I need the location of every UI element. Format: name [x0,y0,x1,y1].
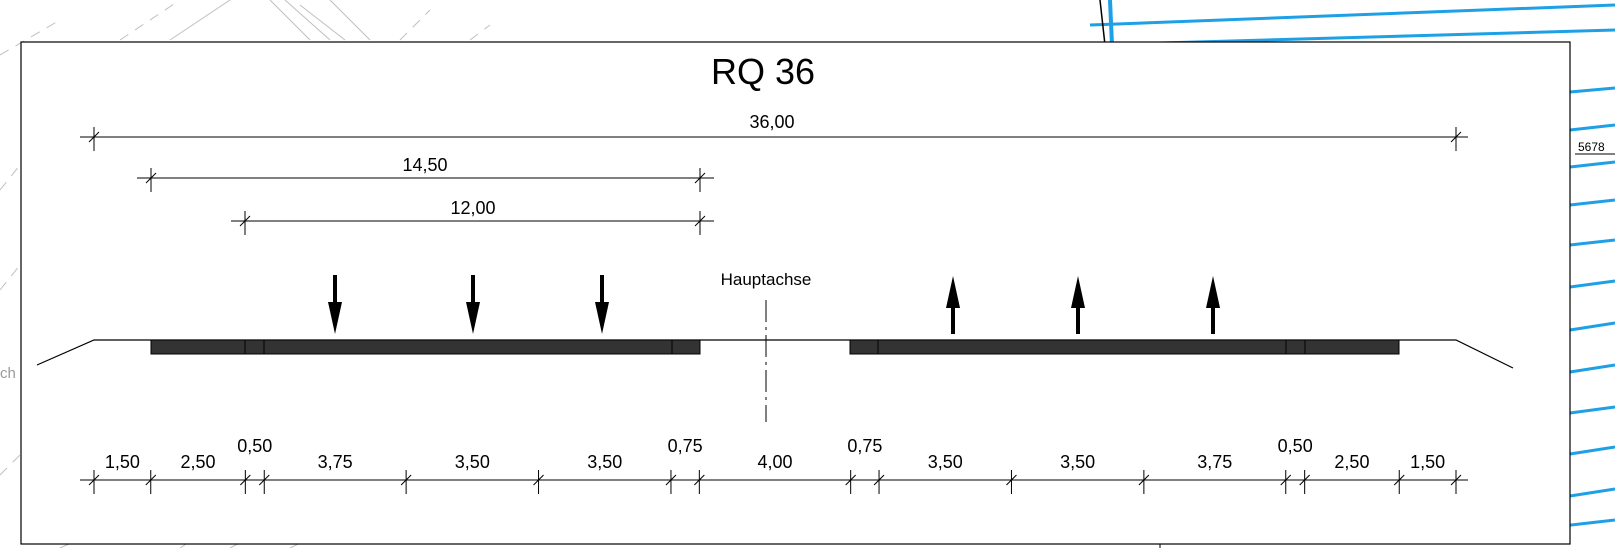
bottom-dimension-label: 0,75 [847,436,882,456]
dim-half-width: 14,50 [402,155,447,175]
dimension-tick-slash [1138,474,1150,486]
arrow-down-icon [466,275,480,334]
dim-total-width: 36,00 [749,112,794,132]
dimension-tick-slash [400,474,412,486]
arrow-down-icon [595,275,609,334]
bottom-dimension-label: 3,50 [928,452,963,472]
top-dimension-lines [80,127,1468,235]
dimension-tick-slash [845,474,857,486]
drawing-title: RQ 36 [711,51,815,92]
bottom-dimension-label: 3,75 [318,452,353,472]
dimension-tick-slash [665,474,677,486]
bottom-dimension-label: 3,50 [587,452,622,472]
dimension-tick-slash [145,474,157,486]
dimension-tick-slash [239,474,251,486]
dimension-tick-slash [873,474,885,486]
bottom-dimension-label: 0,75 [668,436,703,456]
bottom-dimension-label: 2,50 [1334,452,1369,472]
dimension-tick-slash [533,474,544,486]
bottom-dimension-label: 3,50 [455,452,490,472]
bottom-dimension-label: 3,50 [1060,452,1095,472]
arrow-up-icon [1071,276,1085,334]
dimension-tick-slash [693,474,705,486]
dimension-tick-slash [1280,474,1292,486]
dimension-tick-slash [1299,474,1311,486]
drawing-frame [20,41,1571,545]
side-label: 5678 [1578,140,1605,154]
main-axis-label: Hauptachse [721,270,812,289]
arrow-up-icon [1206,276,1220,334]
bottom-dimension-chain: 1,50 2,50 0,50 3,75 3,50 3,50 0,75 4,00 0,75 3,50… [80,436,1468,494]
bottom-dimension-label: 4,00 [757,452,792,472]
arrow-down-icon [328,275,342,334]
right-carriageway [849,339,1400,355]
bottom-dimension-label: 0,50 [1278,436,1313,456]
left-edge-fragment: ch [0,365,16,382]
dimension-tick-slash [88,474,100,486]
terrain-profile-line [36,339,1514,369]
arrow-up-icon [946,276,960,334]
dimension-tick-slash [1393,474,1405,486]
bottom-dimension-label: 0,50 [237,436,272,456]
bottom-dimension-label: 2,50 [181,452,216,472]
bottom-dimension-label: 1,50 [1410,452,1445,472]
left-carriageway [150,339,701,355]
dim-carriageway-width: 12,00 [450,198,495,218]
dimension-tick-slash [258,474,270,486]
bottom-dimension-label: 1,50 [105,452,140,472]
bottom-dimension-label: 3,75 [1197,452,1232,472]
dimension-tick-slash [1450,474,1462,486]
dimension-tick-slash [1006,474,1017,486]
